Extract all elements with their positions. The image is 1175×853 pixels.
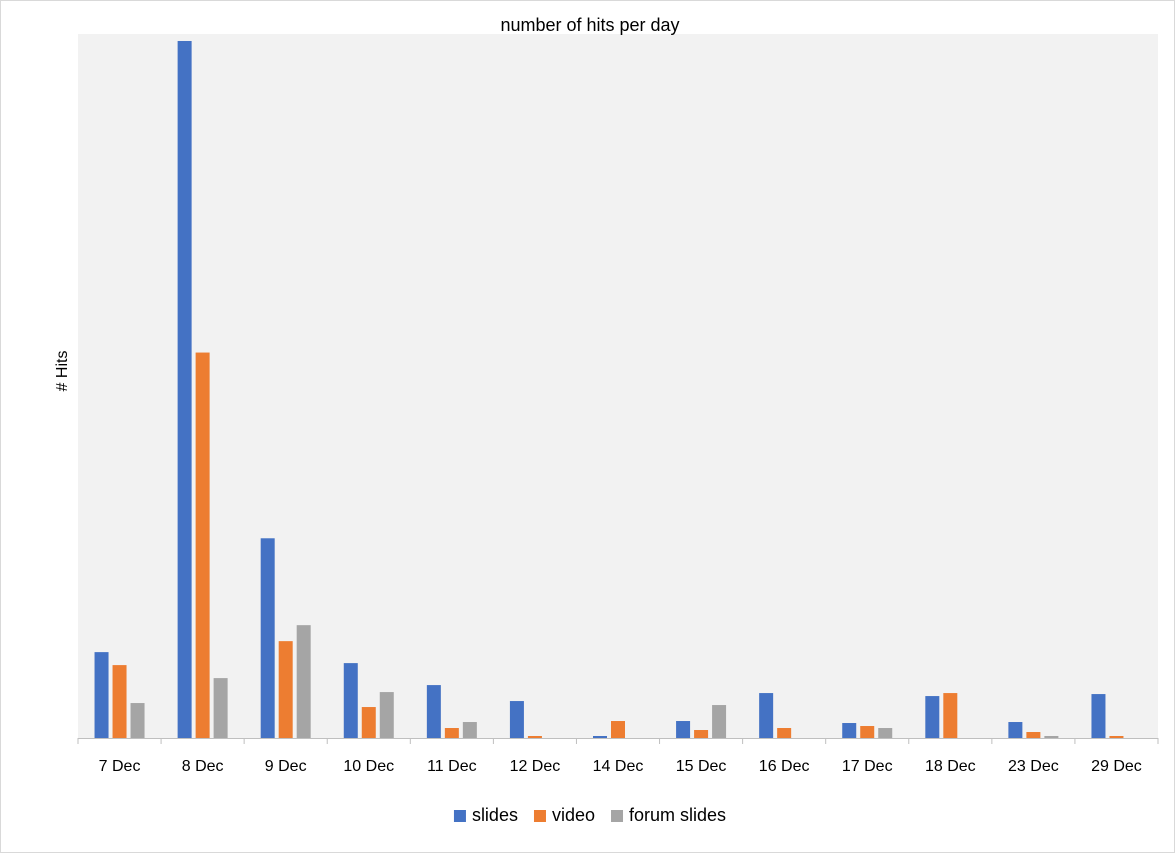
legend-item-slides: slides (453, 805, 518, 825)
x-tick-label: 18 Dec (925, 758, 976, 775)
bar-video-29-Dec (1109, 736, 1124, 738)
bar-slides-8-Dec (177, 40, 192, 739)
bar-forum-slides-15-Dec (712, 705, 727, 738)
legend: slides video forum slides (453, 805, 726, 825)
x-tick-label: 16 Dec (759, 758, 810, 775)
bar-slides-17-Dec (842, 723, 857, 738)
legend-item-video: video (533, 805, 595, 825)
bar-slides-10-Dec (343, 663, 358, 738)
x-tick-label: 9 Dec (265, 758, 307, 775)
plot-area (78, 34, 1158, 738)
legend-label: video (552, 805, 595, 825)
x-tick-label: 12 Dec (510, 758, 561, 775)
bar-slides-16-Dec (759, 693, 774, 738)
bar-video-10-Dec (361, 707, 376, 738)
chart-title: number of hits per day (500, 15, 679, 35)
x-tick-label: 10 Dec (343, 758, 394, 775)
bar-forum-slides-8-Dec (213, 678, 228, 738)
legend-swatch (533, 810, 546, 822)
bar-video-11-Dec (444, 728, 459, 738)
x-axis-ticks (77, 738, 1159, 744)
legend-swatch (453, 810, 466, 822)
x-tick-label: 14 Dec (593, 758, 644, 775)
x-tick-label: 8 Dec (182, 758, 224, 775)
bar-slides-29-Dec (1091, 694, 1106, 738)
x-tick-label: 7 Dec (99, 758, 141, 775)
x-tick-label: 11 Dec (427, 758, 477, 775)
x-tick-label: 23 Dec (1008, 758, 1059, 775)
bars-group (94, 40, 1124, 739)
bar-video-18-Dec (943, 693, 958, 738)
bar-video-15-Dec (694, 730, 709, 738)
y-axis-title: # Hits (54, 351, 71, 392)
legend-item-forum-slides: forum slides (611, 805, 726, 825)
bar-forum-slides-9-Dec (296, 625, 311, 738)
x-tick-label: 15 Dec (676, 758, 727, 775)
bar-video-14-Dec (611, 721, 625, 738)
x-axis-labels: 7 Dec 8 Dec 9 Dec 10 Dec 11 Dec 12 Dec 14 Dec 1… (99, 758, 1142, 775)
bar-slides-7-Dec (94, 652, 109, 738)
bar-slides-9-Dec (260, 538, 275, 738)
legend-label: forum slides (629, 805, 726, 825)
bar-video-16-Dec (777, 728, 792, 738)
x-tick-label: 17 Dec (842, 758, 893, 775)
bar-video-23-Dec (1026, 732, 1041, 738)
bar-video-7-Dec (112, 665, 127, 738)
bar-forum-slides-23-Dec (1044, 736, 1059, 738)
bar-slides-14-Dec (593, 736, 607, 738)
bar-forum-slides-17-Dec (878, 728, 893, 738)
legend-label: slides (472, 805, 518, 825)
bar-forum-slides-10-Dec (379, 692, 394, 738)
bar-video-9-Dec (278, 641, 293, 738)
bar-forum-slides-11-Dec (462, 722, 477, 738)
bar-video-8-Dec (195, 352, 210, 738)
legend-swatch (611, 810, 624, 822)
bar-video-17-Dec (860, 726, 875, 738)
bar-slides-23-Dec (1008, 722, 1023, 738)
x-tick-label: 29 Dec (1091, 758, 1142, 775)
bar-forum-slides-7-Dec (130, 703, 145, 738)
bar-slides-12-Dec (509, 701, 524, 738)
bar-video-12-Dec (527, 736, 542, 738)
bar-slides-15-Dec (676, 721, 691, 738)
bar-slides-18-Dec (925, 696, 940, 738)
bar-slides-11-Dec (426, 685, 441, 738)
